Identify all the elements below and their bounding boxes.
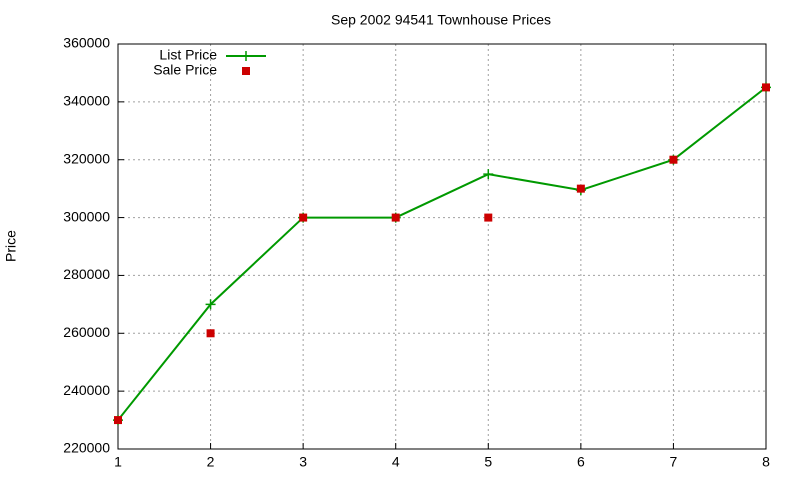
x-tick-label: 4 xyxy=(392,454,400,470)
point xyxy=(762,83,770,92)
x-tick-label: 1 xyxy=(114,454,122,470)
y-tick-label: 220000 xyxy=(63,440,110,456)
point xyxy=(299,213,308,222)
chart-title: Sep 2002 94541 Townhouse Prices xyxy=(331,12,551,28)
point xyxy=(484,213,493,222)
point xyxy=(669,155,678,164)
plot-border xyxy=(117,43,767,450)
x-tick-label: 2 xyxy=(207,454,215,470)
legend-marker xyxy=(242,67,250,75)
y-tick-label: 300000 xyxy=(63,208,110,224)
y-tick-label: 260000 xyxy=(63,324,110,340)
x-tick-label: 8 xyxy=(762,454,770,470)
point xyxy=(114,416,122,425)
y-tick-label: 360000 xyxy=(63,35,110,51)
y-tick-label: 280000 xyxy=(63,266,110,282)
legend-label: List Price xyxy=(159,47,217,63)
x-tick-label: 7 xyxy=(670,454,678,470)
point xyxy=(483,169,494,180)
series-line xyxy=(117,86,767,421)
y-tick-label: 340000 xyxy=(63,93,110,109)
legend-label: Sale Price xyxy=(153,62,217,78)
point xyxy=(205,299,216,310)
point xyxy=(391,213,400,222)
x-tick-label: 3 xyxy=(299,454,307,470)
point xyxy=(206,329,215,338)
point xyxy=(576,184,585,193)
x-tick-label: 6 xyxy=(577,454,585,470)
y-axis-label: Price xyxy=(3,230,19,262)
legend-marker xyxy=(241,51,251,61)
y-tick-label: 320000 xyxy=(63,150,110,166)
x-tick-label: 5 xyxy=(484,454,492,470)
y-tick-label: 240000 xyxy=(63,382,110,398)
